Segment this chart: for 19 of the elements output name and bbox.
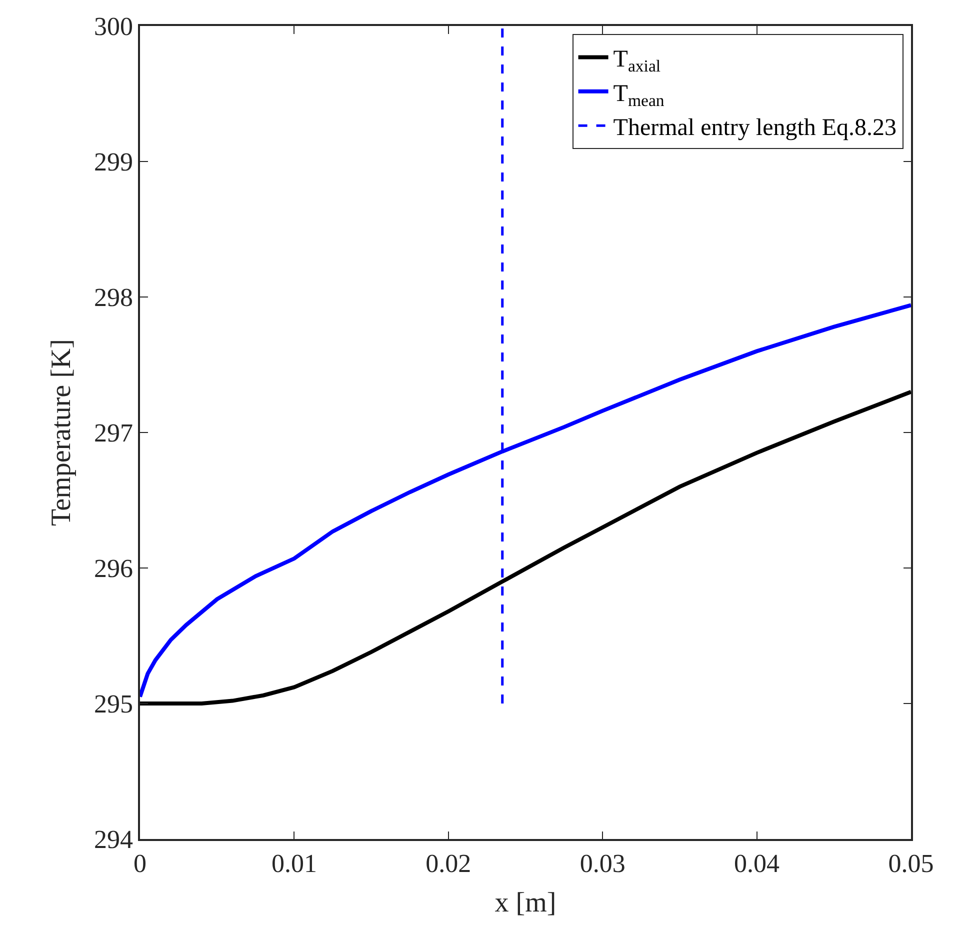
x-tick-label: 0 <box>134 848 146 878</box>
x-tick-label: 0.01 <box>271 848 317 878</box>
y-tick-label: 299 <box>94 148 134 177</box>
y-tick-label: 298 <box>94 283 134 312</box>
y-tick-label: 295 <box>94 690 134 719</box>
y-tick-label: 300 <box>94 12 134 42</box>
y-tick-label: 296 <box>94 554 134 584</box>
x-tick-label: 0.04 <box>734 848 780 878</box>
x-tick-label: 0.02 <box>426 848 472 878</box>
x-tick-label: 0.03 <box>580 848 626 878</box>
x-axis-title: x [m] <box>494 888 556 919</box>
legend-label: Thermal entry length Eq.8.23 <box>613 114 897 141</box>
y-tick-label: 294 <box>94 825 134 854</box>
legend-label: T$_{mean}$ <box>613 80 665 110</box>
line-series <box>140 390 911 706</box>
y-axis-title: Temperature [K] <box>46 339 78 526</box>
x-tick-label: 0.05 <box>888 848 934 878</box>
legend-label: T$_{axial}$ <box>613 46 661 76</box>
y-tick-label: 297 <box>94 418 134 448</box>
